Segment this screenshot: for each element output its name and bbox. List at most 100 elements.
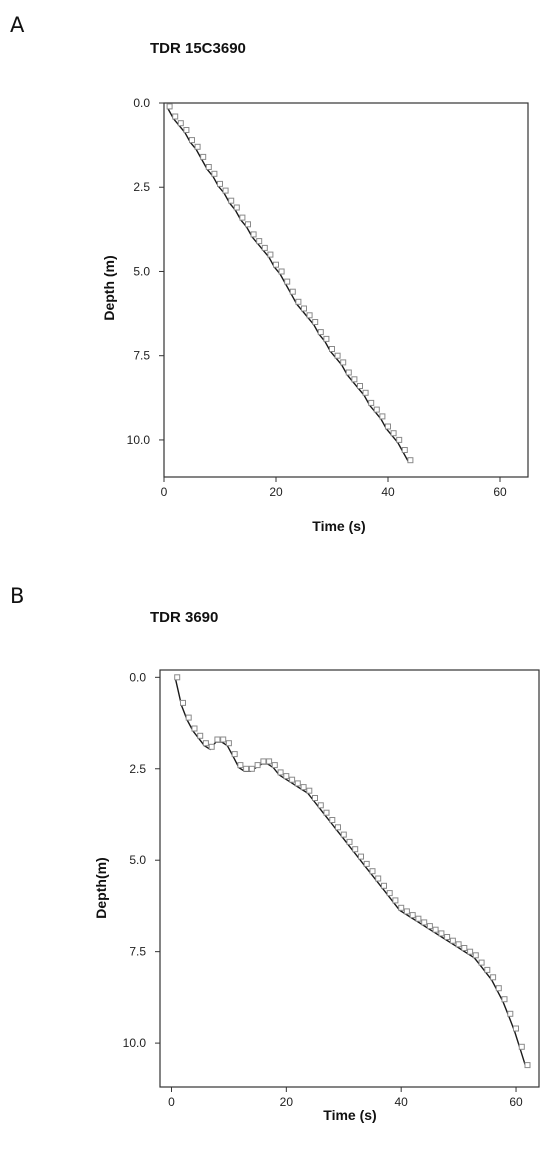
data-point [385, 423, 391, 430]
data-point [189, 137, 195, 144]
data-point [513, 1025, 519, 1032]
plot-frame-a [163, 102, 529, 478]
data-point [335, 824, 341, 831]
data-point [490, 974, 497, 981]
y-tick-label: 10.0 [127, 433, 151, 447]
y-tick-label: 2.5 [133, 180, 150, 194]
y-tick-label: 10.0 [123, 1036, 147, 1050]
data-point [306, 787, 313, 794]
data-point [455, 941, 462, 948]
fit-line-b [175, 679, 527, 1068]
data-point [363, 860, 370, 867]
data-point [369, 868, 376, 875]
data-point [407, 457, 414, 464]
data-point [220, 736, 227, 743]
x-tick-label: 40 [395, 1095, 409, 1109]
data-point [312, 795, 318, 801]
data-point [217, 180, 223, 187]
y-tick-label: 5.0 [129, 853, 146, 867]
data-point [197, 732, 204, 739]
data-point [231, 751, 238, 758]
data-point [386, 890, 393, 897]
panel-b: B TDR 3690 Depth(m) Time (s) 0 20 40 60 0.0 2… [10, 584, 540, 1123]
data-point [357, 383, 363, 389]
data-point [495, 985, 502, 992]
data-point [273, 261, 279, 268]
data-point [438, 930, 445, 937]
x-tick-label: 0 [161, 485, 168, 499]
data-point [228, 197, 235, 204]
data-point [518, 1043, 525, 1050]
data-point [472, 952, 479, 959]
y-tick-label: 7.5 [129, 945, 146, 959]
data-point [166, 103, 173, 110]
data-point [426, 923, 433, 930]
data-point [461, 945, 468, 951]
data-point [351, 376, 358, 383]
data-point [183, 127, 190, 133]
x-axis-label-b: Time (s) [323, 1107, 376, 1123]
data-point [180, 699, 186, 706]
panel-a: A TDR 15C3690 Depth (m) Time (s) 0 20 40 60… [10, 13, 529, 534]
data-point [352, 846, 359, 853]
data-point [205, 164, 212, 170]
data-point [317, 802, 324, 809]
data-point [358, 853, 364, 860]
data-point [345, 369, 352, 376]
data-point [507, 1010, 514, 1017]
data-point [329, 346, 335, 352]
y-axis-label-b: Depth(m) [93, 857, 109, 918]
data-point [243, 765, 250, 772]
data-point [248, 765, 255, 772]
y-tick-label: 2.5 [129, 762, 146, 776]
data-point [415, 915, 422, 922]
tick-group-a: 0 20 40 60 0.0 2.5 5.0 7.5 10.0 [127, 96, 507, 499]
x-axis-label-a: Time (s) [312, 518, 365, 534]
data-point [392, 897, 399, 904]
plot-frame-b [159, 669, 540, 1088]
data-point [239, 214, 246, 221]
data-point [271, 762, 278, 769]
data-point [245, 221, 251, 228]
data-point [250, 231, 257, 238]
data-point [340, 831, 347, 838]
x-tick-label: 40 [381, 485, 395, 499]
y-tick-label: 5.0 [133, 264, 150, 278]
panel-letter-a: A [10, 13, 25, 37]
x-tick-label: 60 [493, 485, 507, 499]
data-point [396, 436, 403, 443]
data-point [390, 430, 397, 437]
data-point [200, 153, 207, 160]
data-point [233, 204, 240, 211]
panel-letter-b: B [10, 584, 24, 608]
chart-title-a: TDR 15C3690 [150, 40, 246, 57]
data-point [340, 359, 347, 366]
data-point [191, 725, 198, 732]
tick-group-b: 0 20 40 60 0.0 2.5 5.0 7.5 10.0 [123, 670, 523, 1109]
data-point [214, 736, 221, 743]
data-point [379, 413, 386, 420]
data-point [444, 934, 451, 940]
marker-group-a [166, 103, 414, 464]
data-point [323, 809, 330, 816]
data-point [283, 773, 290, 780]
data-point [256, 238, 263, 245]
y-axis-label-a: Depth (m) [101, 255, 117, 320]
data-point [225, 740, 232, 747]
data-point [381, 882, 387, 889]
data-point [208, 743, 215, 750]
data-point [261, 244, 268, 251]
data-point [295, 298, 302, 305]
chart-title-b: TDR 3690 [150, 609, 218, 626]
data-point [373, 406, 380, 413]
data-point [334, 352, 341, 359]
data-point [329, 817, 336, 823]
x-tick-label: 20 [280, 1095, 294, 1109]
marker-group-b [174, 674, 531, 1069]
data-point [362, 389, 369, 396]
y-tick-label: 7.5 [133, 349, 150, 363]
x-tick-label: 60 [509, 1095, 523, 1109]
data-point [524, 1062, 531, 1069]
data-point [312, 319, 319, 325]
y-tick-label: 0.0 [129, 670, 146, 684]
